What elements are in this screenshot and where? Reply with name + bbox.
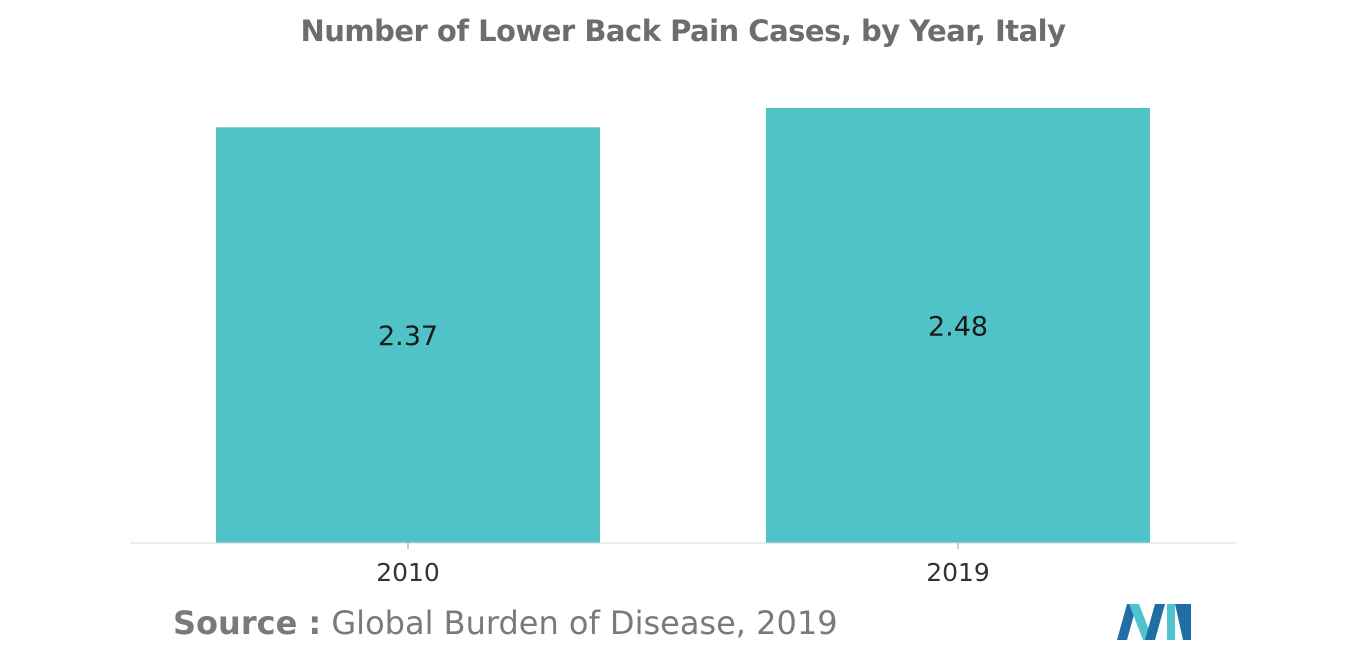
chart-title: Number of Lower Back Pain Cases, by Year…: [300, 14, 1066, 48]
x-axis-tick-labels: 2010 2019: [376, 558, 990, 587]
source-text: Global Burden of Disease, 2019: [331, 604, 838, 642]
x-tick-label-2019: 2019: [926, 558, 990, 587]
source-note: Source : Global Burden of Disease, 2019: [173, 604, 838, 642]
x-tick-label-2010: 2010: [376, 558, 440, 587]
mordor-intelligence-logo-icon: [1117, 604, 1191, 640]
data-labels: 2.37 2.48: [378, 312, 988, 353]
data-label-2019: 2.48: [928, 312, 988, 343]
bar-2019: [766, 108, 1150, 543]
source-label: Source :: [173, 604, 322, 642]
bar-2010: [216, 127, 600, 543]
bar-chart: 2010 2019 2.37 2.48: [130, 108, 1236, 587]
bars-layer: [216, 108, 1150, 543]
data-label-2010: 2.37: [378, 321, 438, 352]
x-axis-ticks: [407, 543, 959, 549]
